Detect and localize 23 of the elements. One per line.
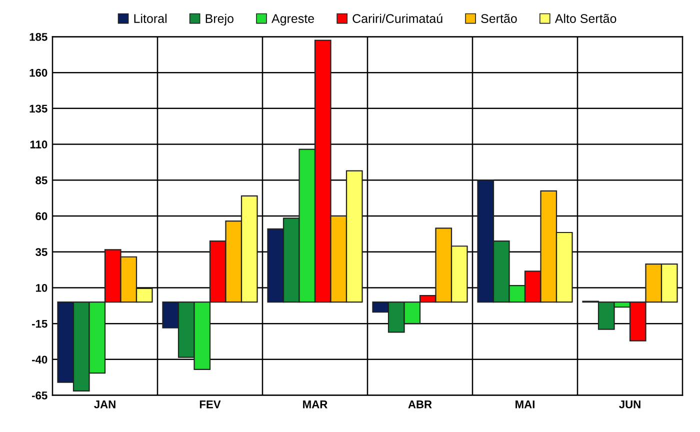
y-tick-label: 135 <box>30 104 48 113</box>
y-tick-label: 35 <box>36 248 48 256</box>
legend-label: Alto Sertão <box>554 14 616 23</box>
y-tick-label: 85 <box>36 176 48 184</box>
y-tick-label: 110 <box>30 140 48 148</box>
x-tick-label: MAR <box>303 400 328 408</box>
y-tick-label: -40 <box>32 356 48 364</box>
y-tick-label: -15 <box>32 320 48 328</box>
y-tick-label: 185 <box>30 32 48 41</box>
legend-label: Sertão <box>481 14 517 23</box>
x-tick-label: JAN <box>94 400 116 408</box>
legend-label: Brejo <box>206 14 234 26</box>
x-tick-label: ABR <box>408 400 432 408</box>
x-tick-label: FEV <box>200 400 221 408</box>
y-tick-label: 10 <box>36 284 48 292</box>
legend-label: Cariri/Curimataú <box>352 14 442 23</box>
y-tick-label: 60 <box>36 212 48 220</box>
y-tick-label: 160 <box>30 68 48 77</box>
legend-label: Agreste <box>272 14 314 26</box>
x-tick-label: MAI <box>516 400 534 408</box>
legend-label: Litoral <box>134 14 166 23</box>
y-tick-label: -65 <box>32 392 48 400</box>
x-tick-label: JUN <box>619 400 640 408</box>
